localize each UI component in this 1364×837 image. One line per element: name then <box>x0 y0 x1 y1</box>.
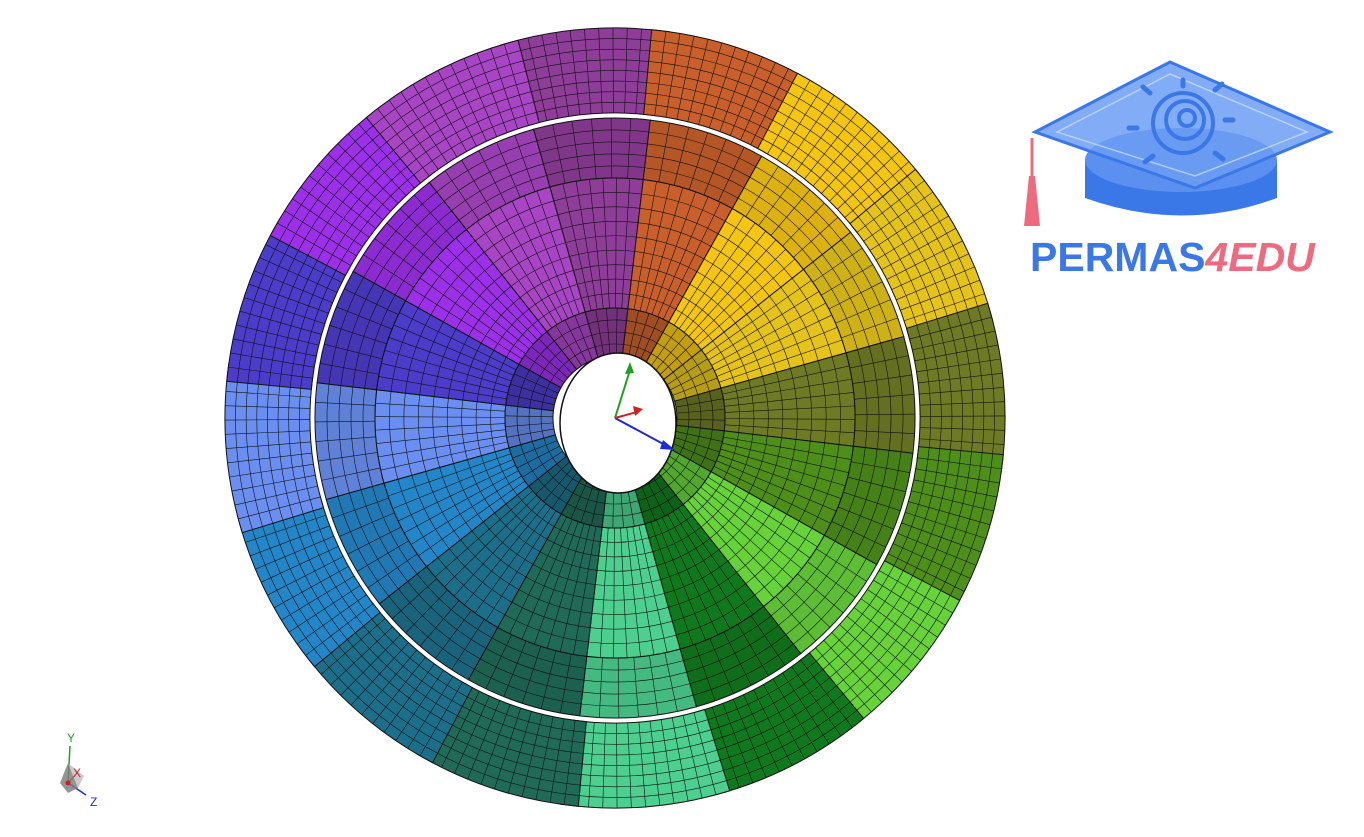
hub-sector <box>497 513 603 657</box>
outer-ring-mesh <box>314 117 916 719</box>
inner-ring-mesh <box>374 177 856 659</box>
bore-sector <box>546 311 599 371</box>
rim-sector <box>579 648 698 719</box>
logo-text-accent: 4EDU <box>1205 234 1315 280</box>
rim-sector <box>325 482 428 605</box>
axis-y <box>614 369 631 419</box>
logo-text-main: PERMAS <box>1030 234 1206 280</box>
axis-z-head <box>660 440 675 450</box>
gear-teeth <box>224 27 1006 809</box>
axis-x <box>614 411 638 419</box>
gear-tooth <box>365 39 540 184</box>
bore-hole <box>559 352 677 494</box>
hub-sector <box>376 300 520 406</box>
gear-tooth <box>559 708 731 809</box>
rim-sector <box>731 155 852 271</box>
rim-sector <box>316 270 407 391</box>
bore-sector <box>674 387 726 432</box>
hub-sector <box>710 430 854 536</box>
hub-sector <box>465 186 586 333</box>
axis-x-head <box>633 406 643 416</box>
gear-tooth <box>224 362 325 534</box>
logo-text: PERMAS4EDU <box>1030 234 1315 281</box>
hub-sector <box>644 503 765 650</box>
hub-sector <box>700 268 847 389</box>
axis-y-head <box>625 362 634 374</box>
rim-sector <box>532 117 651 188</box>
axis-z <box>614 417 668 447</box>
gear-tooth <box>499 27 671 128</box>
permas4edu-logo <box>1024 60 1334 226</box>
orientation-triad[interactable]: Y X Z <box>46 728 116 818</box>
rim-sector <box>823 445 914 566</box>
rim-sector <box>845 335 916 454</box>
triad-label-z: Z <box>90 795 97 809</box>
hub-sector <box>586 523 681 659</box>
triad-label-y: Y <box>67 731 75 745</box>
hub-sector <box>627 179 733 323</box>
rim-sector <box>314 382 385 501</box>
triad-label-x: X <box>73 766 81 780</box>
center-coordinate-axes <box>614 362 675 450</box>
rim-sector <box>467 626 588 717</box>
bore-sector <box>504 404 556 449</box>
center-bore <box>559 352 677 494</box>
